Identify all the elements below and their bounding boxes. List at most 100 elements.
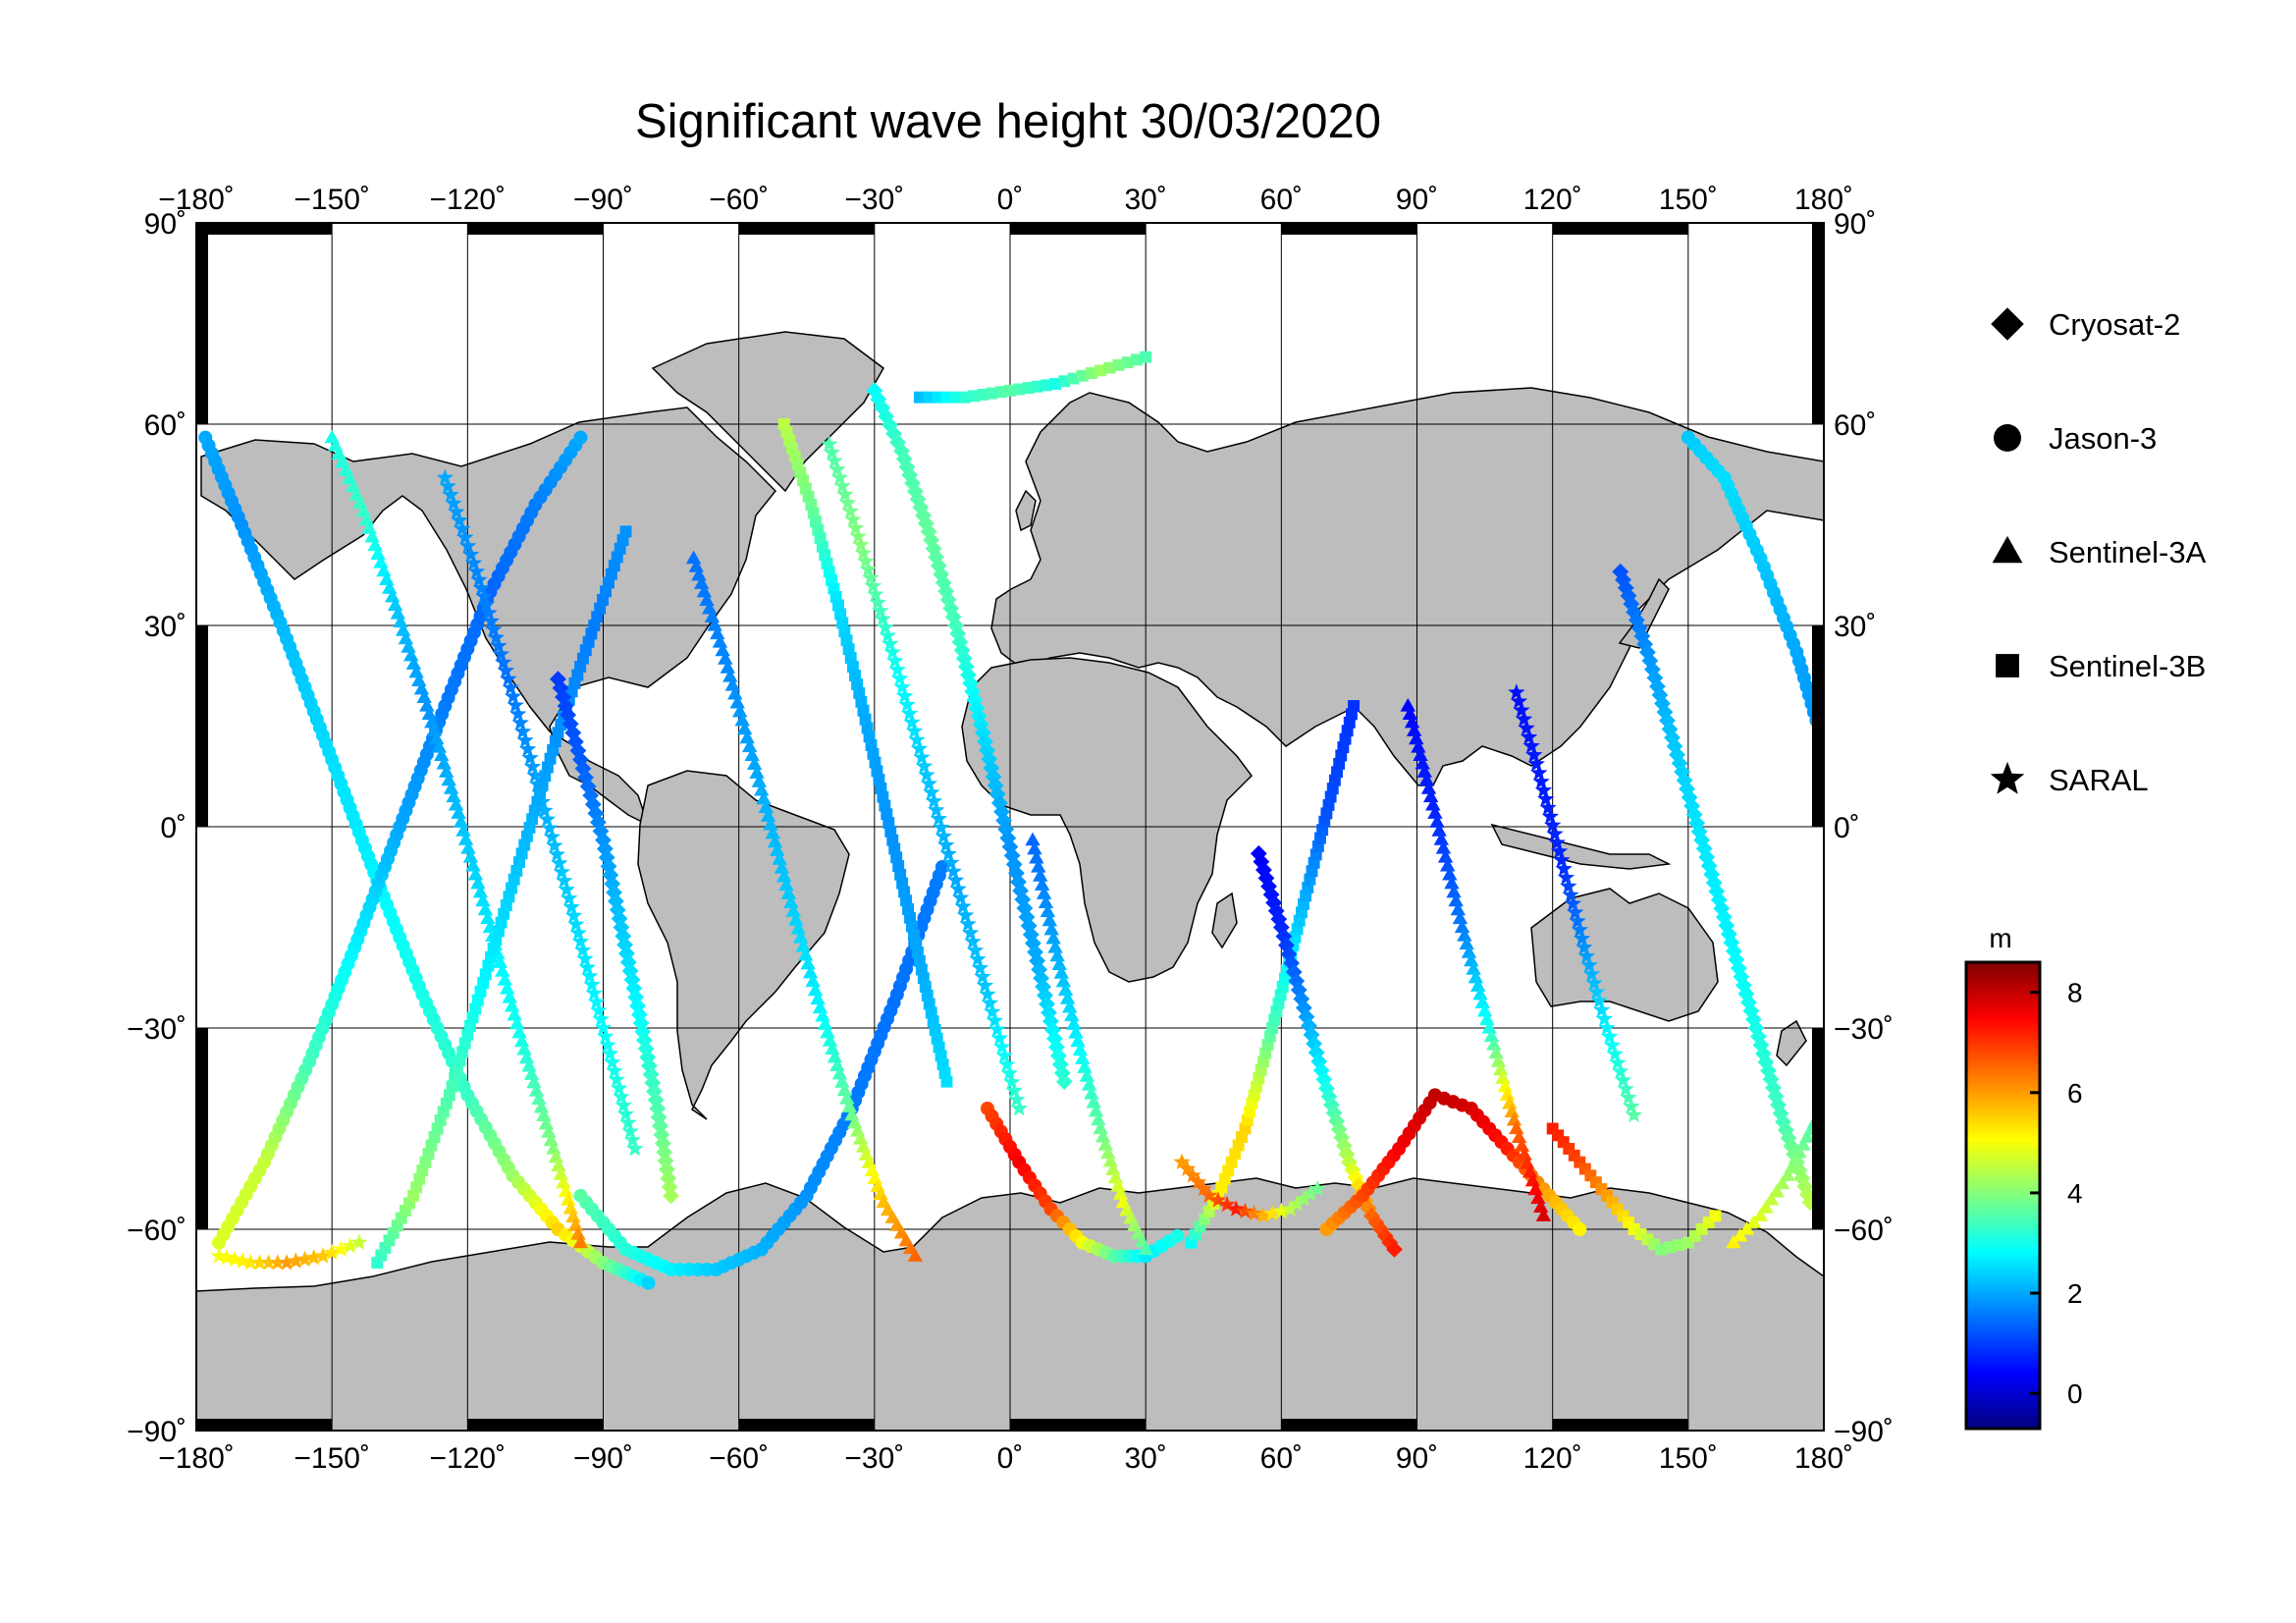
lon-tick-label-bottom: −180˚ — [158, 1442, 235, 1475]
track-point — [800, 955, 816, 970]
track-point — [1791, 1144, 1807, 1159]
track-point — [1036, 886, 1052, 899]
track-point — [1040, 379, 1052, 392]
track-point — [375, 1249, 388, 1262]
track-point — [663, 1187, 679, 1205]
track-point — [536, 1108, 552, 1121]
track-point — [528, 804, 541, 817]
track-point — [592, 1010, 610, 1027]
track-point — [844, 511, 862, 527]
track-point — [1320, 807, 1333, 820]
track-point — [732, 703, 748, 718]
track-point — [1256, 1055, 1269, 1068]
track-point — [467, 866, 484, 881]
track-point — [877, 619, 894, 635]
track-point — [947, 871, 965, 889]
track-point — [765, 825, 780, 839]
track-point — [1506, 1111, 1522, 1126]
track-point — [849, 527, 867, 544]
track-point — [500, 981, 515, 995]
track-point — [925, 1006, 937, 1019]
track-point — [1004, 384, 1016, 397]
track-point — [361, 520, 377, 534]
track-point — [461, 1028, 474, 1041]
track-point — [1784, 1160, 1799, 1174]
track-point — [1520, 728, 1538, 745]
track-point — [1693, 832, 1711, 849]
track-point — [503, 891, 515, 903]
track-point — [836, 617, 849, 629]
track-point — [863, 730, 876, 743]
track-point — [871, 765, 883, 778]
track-point — [518, 1050, 535, 1064]
track-point — [807, 982, 824, 997]
track-point — [886, 834, 899, 846]
track-point — [505, 687, 522, 704]
track-point — [1695, 1223, 1708, 1235]
track-point — [1225, 1156, 1238, 1168]
track-point — [1040, 903, 1056, 918]
track-point — [451, 805, 466, 819]
track-point — [753, 782, 770, 796]
track-point — [436, 755, 452, 770]
track-point — [453, 814, 469, 828]
track-point — [783, 894, 799, 908]
colorbar-ticks: 0 2 4 6 8 — [2030, 978, 2083, 1409]
track-point — [1532, 1199, 1549, 1214]
track-point — [511, 1024, 527, 1039]
track-point — [428, 1131, 441, 1143]
frame-bar-top — [1010, 223, 1147, 235]
track-point — [475, 893, 491, 907]
track-point — [591, 611, 604, 623]
track-point — [1076, 369, 1089, 382]
track-point — [1302, 882, 1314, 893]
track-point — [523, 757, 542, 775]
track-point — [986, 1011, 1004, 1029]
colorbar-tick-label: 0 — [2067, 1379, 2083, 1409]
track-point — [1546, 1122, 1559, 1135]
lon-tick-label-top: −180˚ — [158, 184, 235, 216]
world-map: −180˚ −180˚ −150˚ −150˚ −120˚ −120˚ −90˚ −90˚ −6… — [127, 184, 1894, 1475]
track-point — [434, 1114, 447, 1126]
track-point — [821, 435, 838, 452]
track-point — [1138, 1241, 1153, 1256]
track-point — [908, 730, 926, 748]
track-point — [827, 1049, 843, 1063]
track-point — [1601, 1027, 1619, 1045]
track-point — [1548, 834, 1566, 850]
track-point — [548, 1149, 564, 1163]
lon-tick-label-bottom: 150˚ — [1659, 1442, 1718, 1475]
track-point — [552, 727, 564, 739]
track-point — [1486, 1037, 1502, 1051]
track-point — [332, 1240, 350, 1257]
track-point — [547, 743, 560, 756]
track-point — [1416, 764, 1432, 778]
track-point — [1074, 1051, 1091, 1065]
track-point — [1499, 1087, 1516, 1101]
track-point — [1571, 921, 1588, 938]
track-point — [846, 518, 865, 536]
track-point — [819, 549, 831, 562]
track-point — [382, 580, 398, 594]
track-point — [1295, 906, 1308, 919]
track-point — [1606, 1045, 1624, 1062]
track-point — [881, 634, 899, 652]
track-point — [844, 652, 857, 665]
track-point — [1310, 1053, 1328, 1070]
track-point — [934, 1050, 947, 1062]
track-point — [756, 790, 772, 805]
track-point — [1614, 1071, 1632, 1088]
lon-tick-label-top: 60˚ — [1260, 184, 1303, 216]
track-point — [1100, 1145, 1116, 1160]
track-point — [490, 934, 503, 947]
track-point — [507, 873, 520, 886]
track-point — [1281, 1200, 1300, 1217]
track-point — [1263, 1030, 1276, 1043]
track-point — [480, 910, 496, 925]
track-point — [1091, 1111, 1106, 1126]
track-point — [602, 576, 614, 589]
track-point — [574, 941, 592, 958]
track-point — [482, 959, 495, 972]
track-point — [1520, 1155, 1535, 1169]
track-point — [1039, 996, 1055, 1012]
